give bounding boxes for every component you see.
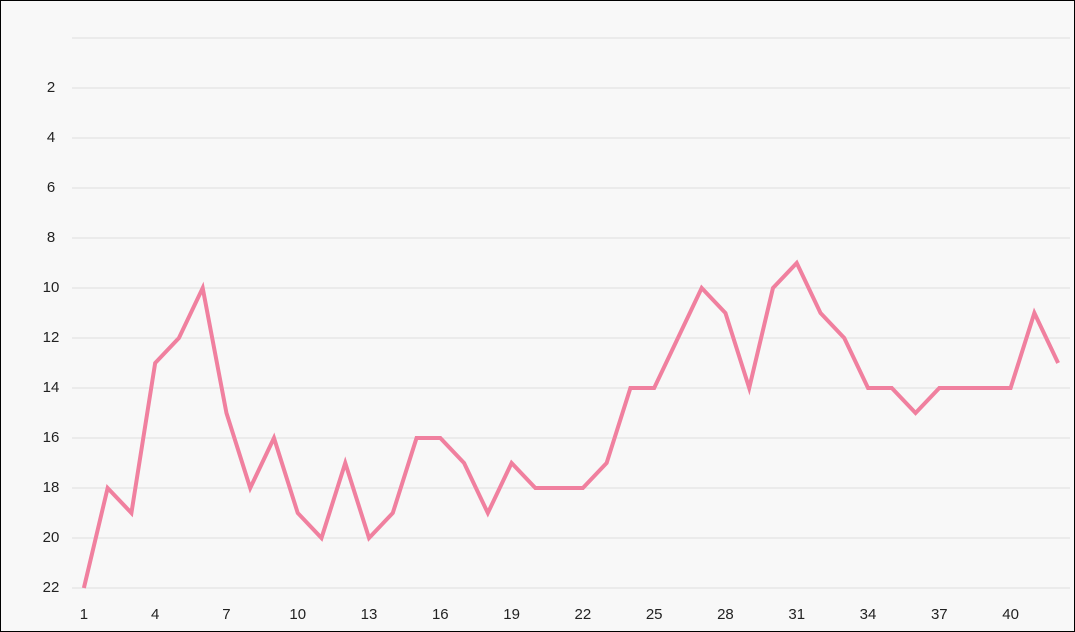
y-tick-label: 2 — [47, 79, 55, 96]
x-tick-label: 34 — [860, 606, 877, 623]
y-tick-label: 16 — [43, 429, 60, 446]
data-line — [81, 259, 1060, 589]
x-tick-label: 16 — [432, 606, 449, 623]
x-tick-label: 37 — [931, 606, 948, 623]
y-tick-label: 4 — [47, 129, 55, 146]
y-tick-label: 14 — [43, 379, 60, 396]
x-tick-label: 28 — [717, 606, 734, 623]
x-tick-label: 10 — [289, 606, 306, 623]
y-tick-label: 22 — [43, 579, 60, 596]
x-tick-label: 13 — [361, 606, 378, 623]
x-tick-label: 31 — [788, 606, 805, 623]
x-tick-label: 19 — [503, 606, 520, 623]
y-tick-label: 18 — [43, 479, 60, 496]
x-tick-label: 40 — [1002, 606, 1019, 623]
x-tick-label: 25 — [646, 606, 663, 623]
y-tick-label: 8 — [47, 229, 55, 246]
y-tick-label: 12 — [43, 329, 60, 346]
y-tick-label: 6 — [47, 179, 55, 196]
x-tick-label: 7 — [222, 606, 230, 623]
y-tick-label: 10 — [43, 279, 60, 296]
x-tick-label: 4 — [151, 606, 159, 623]
x-tick-label: 22 — [575, 606, 592, 623]
x-tick-label: 1 — [80, 606, 88, 623]
y-tick-label: 20 — [43, 529, 60, 546]
